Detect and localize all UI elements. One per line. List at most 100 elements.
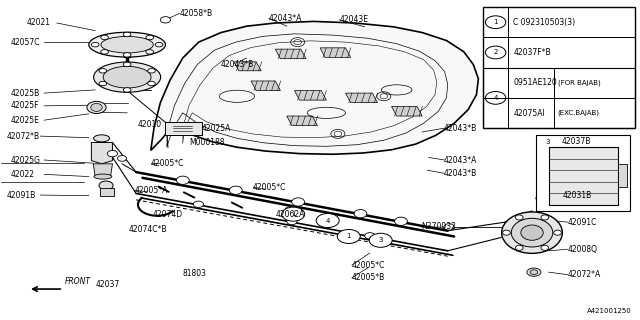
Ellipse shape <box>146 50 154 54</box>
Ellipse shape <box>365 233 375 239</box>
Ellipse shape <box>99 181 113 190</box>
Text: 42043*B: 42043*B <box>444 169 477 178</box>
Text: FRONT: FRONT <box>65 277 90 286</box>
Text: 42025B: 42025B <box>11 89 40 98</box>
Ellipse shape <box>337 229 360 244</box>
Ellipse shape <box>354 210 367 218</box>
Text: 42072*A: 42072*A <box>568 270 601 279</box>
Text: 3: 3 <box>545 139 550 145</box>
Text: 81803: 81803 <box>182 268 207 278</box>
Text: 0951AE120: 0951AE120 <box>513 78 557 87</box>
Text: (EXC.BAJAB): (EXC.BAJAB) <box>557 110 600 116</box>
Text: 1: 1 <box>346 234 351 239</box>
Polygon shape <box>251 81 280 91</box>
Ellipse shape <box>177 176 189 184</box>
Text: 42043*A: 42043*A <box>269 14 302 23</box>
Text: 42005*B: 42005*B <box>352 273 385 282</box>
Ellipse shape <box>511 218 553 247</box>
Text: 42031B: 42031B <box>563 190 592 200</box>
Text: 42021: 42021 <box>26 19 50 28</box>
Ellipse shape <box>527 268 541 276</box>
Polygon shape <box>294 91 326 100</box>
Text: 42037: 42037 <box>95 280 120 289</box>
Polygon shape <box>392 107 422 116</box>
Text: 42037F*B: 42037F*B <box>513 48 551 57</box>
Text: 42005*C: 42005*C <box>253 183 286 192</box>
Ellipse shape <box>485 92 506 104</box>
Ellipse shape <box>554 230 561 235</box>
FancyBboxPatch shape <box>100 188 114 196</box>
Polygon shape <box>234 62 261 71</box>
Ellipse shape <box>91 103 102 111</box>
Ellipse shape <box>148 81 156 86</box>
Bar <box>483 68 635 128</box>
Ellipse shape <box>444 224 454 230</box>
Ellipse shape <box>124 32 131 37</box>
Text: 42057C: 42057C <box>11 38 40 47</box>
Text: 42043*A: 42043*A <box>444 156 477 164</box>
Text: 42005*C: 42005*C <box>151 159 184 168</box>
Text: M000188: M000188 <box>189 138 225 147</box>
Text: 42062A: 42062A <box>275 210 305 219</box>
Polygon shape <box>287 116 317 125</box>
Ellipse shape <box>316 213 339 228</box>
Ellipse shape <box>229 186 242 194</box>
Text: 42075AI: 42075AI <box>513 108 545 117</box>
Ellipse shape <box>521 225 543 240</box>
Ellipse shape <box>541 215 548 220</box>
Ellipse shape <box>530 270 538 275</box>
Ellipse shape <box>515 245 523 250</box>
Text: 42010: 42010 <box>138 120 162 130</box>
Ellipse shape <box>502 230 510 235</box>
Ellipse shape <box>108 150 118 157</box>
Text: 42022: 42022 <box>11 170 35 179</box>
Text: 42091C: 42091C <box>568 218 597 227</box>
Text: 42008Q: 42008Q <box>568 245 598 254</box>
Text: 42025A: 42025A <box>202 124 231 132</box>
Ellipse shape <box>395 217 408 226</box>
Text: 1: 1 <box>291 211 296 217</box>
Text: A421001250: A421001250 <box>587 308 632 314</box>
Polygon shape <box>275 49 306 59</box>
Ellipse shape <box>282 207 305 221</box>
Bar <box>536 134 630 211</box>
Ellipse shape <box>292 198 305 206</box>
Polygon shape <box>320 48 351 57</box>
Ellipse shape <box>99 68 107 73</box>
Text: N370032: N370032 <box>421 222 456 231</box>
Text: 42005*C: 42005*C <box>352 261 385 270</box>
Ellipse shape <box>538 136 557 147</box>
Ellipse shape <box>485 16 506 28</box>
Bar <box>483 7 635 128</box>
Ellipse shape <box>87 101 106 114</box>
Text: 42072*B: 42072*B <box>7 132 40 140</box>
Ellipse shape <box>369 233 392 247</box>
Ellipse shape <box>100 35 108 40</box>
Ellipse shape <box>148 68 156 73</box>
Text: 2: 2 <box>493 50 498 55</box>
Text: 4: 4 <box>493 95 498 101</box>
Text: 42043*B: 42043*B <box>221 60 254 69</box>
Bar <box>548 147 618 204</box>
Text: 42043*B: 42043*B <box>444 124 477 132</box>
Ellipse shape <box>92 43 99 47</box>
Ellipse shape <box>156 43 163 47</box>
Ellipse shape <box>515 215 523 220</box>
Ellipse shape <box>193 201 204 207</box>
Ellipse shape <box>502 212 563 253</box>
Polygon shape <box>151 21 478 154</box>
Text: C 092310503(3): C 092310503(3) <box>513 18 575 27</box>
Ellipse shape <box>118 156 127 161</box>
Text: 42025E: 42025E <box>11 116 40 125</box>
Ellipse shape <box>101 36 154 53</box>
Bar <box>618 164 627 188</box>
Ellipse shape <box>99 81 107 86</box>
Ellipse shape <box>536 196 545 201</box>
Text: 42025G: 42025G <box>11 156 41 164</box>
Polygon shape <box>166 123 202 134</box>
Text: 42091B: 42091B <box>7 190 36 200</box>
Ellipse shape <box>146 35 154 40</box>
Ellipse shape <box>89 32 166 57</box>
Ellipse shape <box>541 245 548 250</box>
Ellipse shape <box>100 50 108 54</box>
